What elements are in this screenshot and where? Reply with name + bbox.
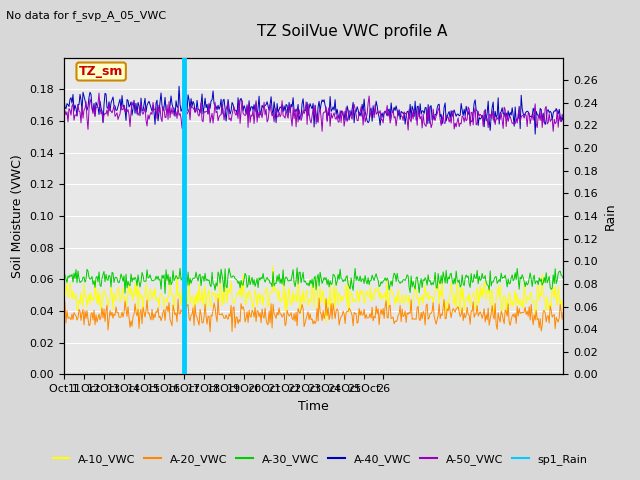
- X-axis label: Time: Time: [298, 400, 329, 413]
- Text: TZ SoilVue VWC profile A: TZ SoilVue VWC profile A: [257, 24, 447, 39]
- Legend: A-10_VWC, A-20_VWC, A-30_VWC, A-40_VWC, A-50_VWC, sp1_Rain: A-10_VWC, A-20_VWC, A-30_VWC, A-40_VWC, …: [48, 450, 592, 469]
- Text: No data for f_svp_A_05_VWC: No data for f_svp_A_05_VWC: [6, 10, 166, 21]
- Y-axis label: Rain: Rain: [604, 202, 616, 230]
- Y-axis label: Soil Moisture (VWC): Soil Moisture (VWC): [11, 154, 24, 278]
- Text: TZ_sm: TZ_sm: [79, 65, 124, 78]
